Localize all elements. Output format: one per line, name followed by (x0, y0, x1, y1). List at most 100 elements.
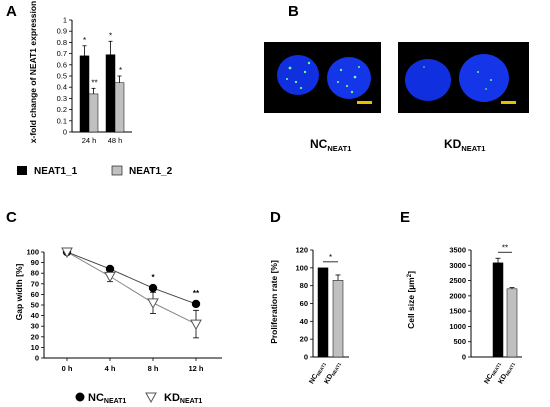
chart-a-ytick-label: 0.7 (57, 49, 67, 58)
chart-d-xtick-label: KDNEAT1 (323, 360, 342, 385)
chart-e-xtick-label: KDNEAT1 (497, 360, 516, 385)
chart-c-point-nc (105, 264, 115, 274)
chart-a-ytick-label: 1 (63, 16, 67, 25)
chart-d-ytick-label: 20 (300, 335, 308, 344)
chart-c-point-kd (61, 247, 73, 259)
chart-d-ylabel: Proliferation rate [%] (269, 260, 279, 344)
chart-e: Cell size [µm2] 0 500 1000 1500 2000 2500 3000… (406, 243, 522, 385)
chart-a-bar (88, 93, 99, 133)
chart-c-ylabel: Gap width [%] (14, 264, 24, 321)
chart-e-ytick-label: 0 (462, 353, 466, 362)
chart-c-xtick-label: 4 h (105, 364, 116, 373)
nucleus-kd-right (459, 54, 509, 102)
chart-c-ytick-label: 20 (31, 332, 39, 341)
chart-d-ytick-label: 80 (300, 281, 308, 290)
chart-a-ytick-label: 0.6 (57, 60, 67, 69)
chart-a-xtick-label: 48 h (108, 136, 123, 145)
chart-c-significance: ** (193, 289, 200, 298)
chart-a-ytick-label: 0.9 (57, 27, 67, 36)
chart-c-point-kd (104, 271, 116, 283)
chart-c-line-nc (66, 251, 197, 305)
chart-e-ytick-label: 1000 (449, 322, 466, 331)
chart-a-ytick-label: 0 (63, 128, 67, 137)
chart-e-xtick-label: NCNEAT1 (483, 360, 502, 385)
chart-a-significance: * (109, 31, 112, 40)
chart-c-xtick-label: 0 h (62, 364, 73, 373)
legend-swatch-neat1-1 (17, 166, 27, 175)
scale-bar-nc (357, 101, 372, 104)
chart-a-significance: * (119, 66, 122, 75)
chart-e-ytick-label: 500 (453, 337, 466, 346)
panel-label-b: B (288, 3, 299, 20)
panel-label-e: E (400, 209, 410, 226)
chart-e-ylabel: Cell size [µm2] (406, 271, 416, 329)
chart-d-ytick-label: 60 (300, 299, 308, 308)
chart-a-ytick-label: 0.8 (57, 38, 67, 47)
panel-label-a: A (6, 3, 17, 20)
chart-a-xtick-label: 24 h (82, 136, 97, 145)
chart-d-ytick-label: 40 (300, 317, 308, 326)
chart-a-ytick-label: 0.4 (57, 83, 67, 92)
chart-d-ytick-label: 100 (295, 263, 308, 272)
chart-e-ytick-label: 2000 (449, 291, 466, 300)
chart-c-xtick-label: 12 h (188, 364, 203, 373)
chart-a-bar (105, 54, 116, 133)
legend-label-neat1-1: NEAT1_1 (34, 166, 78, 177)
chart-a-ylabel: x-fold change of NEAT1 expression (28, 1, 38, 143)
chart-c-significance: * (151, 273, 155, 282)
chart-d-bar (332, 280, 344, 358)
chart-a: x-fold change of NEAT1 expression NEAT1_… (17, 1, 173, 177)
nc-neat1-speckles (286, 61, 360, 94)
panel-label-d: D (270, 209, 281, 226)
legend-label-nc: NCNEAT1 (88, 392, 126, 405)
chart-a-ytick-label: 0.3 (57, 94, 67, 103)
legend-label-kd: KDNEAT1 (164, 392, 202, 405)
chart-d-ytick-label: 120 (295, 246, 308, 255)
nucleus-nc-right (327, 57, 371, 99)
chart-c-ytick-label: 60 (31, 290, 39, 299)
chart-c-point-nc (148, 283, 158, 293)
legend-swatch-neat1-2 (111, 165, 123, 176)
legend-marker-kd (145, 392, 157, 404)
chart-c-ytick-label: 30 (31, 322, 39, 331)
chart-c-ytick-label: 80 (31, 269, 39, 278)
chart-a-significance: * (83, 36, 86, 45)
chart-d-ytick-label: 0 (304, 353, 308, 362)
chart-e-ytick-label: 3000 (449, 261, 466, 270)
legend-label-neat1-2: NEAT1_2 (129, 166, 173, 177)
microscopy-panel: NCNEAT1 KDNEAT1 (264, 42, 529, 153)
chart-a-ytick-label: 0.5 (57, 72, 67, 81)
kd-neat1-speckles (423, 66, 492, 90)
chart-c-point-kd (147, 298, 159, 309)
chart-a-bar (79, 55, 90, 133)
chart-c-point-nc (191, 299, 201, 309)
chart-d-xtick-label: NCNEAT1 (308, 360, 327, 385)
chart-e-significance: ** (502, 243, 508, 252)
panel-label-c: C (6, 209, 17, 226)
chart-a-bar (114, 82, 125, 133)
chart-c-ytick-label: 90 (31, 258, 39, 267)
legend-marker-nc (75, 392, 85, 402)
nucleus-kd-left (405, 59, 451, 101)
micrograph-label-nc: NCNEAT1 (310, 137, 351, 153)
chart-e-ytick-label: 3500 (449, 246, 466, 255)
chart-e-bar (506, 288, 518, 358)
chart-c-legend: NCNEAT1 KDNEAT1 (75, 392, 202, 405)
chart-e-bar (492, 262, 504, 358)
chart-e-ytick-label: 1500 (449, 307, 466, 316)
chart-c-ytick-label: 10 (31, 343, 39, 352)
chart-c-ytick-label: 70 (31, 279, 39, 288)
chart-a-legend: NEAT1_1 NEAT1_2 (17, 165, 173, 177)
chart-d: Proliferation rate [%] 0 20 40 60 80 100 120 NC… (269, 246, 349, 385)
chart-c-ytick-label: 100 (26, 248, 39, 257)
micrograph-label-kd: KDNEAT1 (444, 137, 485, 153)
chart-d-bar (317, 267, 329, 358)
scale-bar-kd (501, 101, 516, 104)
chart-c-ytick-label: 0 (35, 354, 39, 363)
chart-a-significance: ** (91, 78, 97, 87)
chart-c-point-kd (190, 319, 202, 331)
chart-e-ytick-label: 2500 (449, 276, 466, 285)
chart-a-ytick-label: 0.1 (57, 116, 67, 125)
